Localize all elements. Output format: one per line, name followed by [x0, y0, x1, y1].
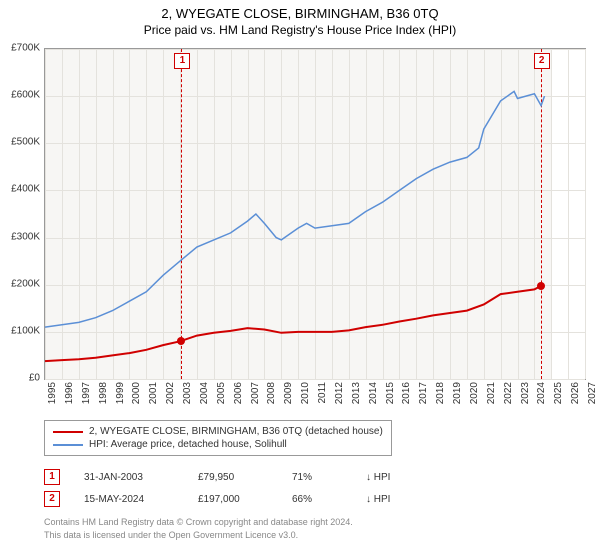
x-tick-label: 2004 — [199, 382, 210, 404]
event-direction: ↓ HPI — [366, 472, 390, 483]
legend-swatch — [53, 444, 83, 446]
x-tick-label: 2002 — [165, 382, 176, 404]
legend-swatch — [53, 431, 83, 433]
event-percent: 71% — [292, 472, 342, 483]
x-tick-label: 2021 — [486, 382, 497, 404]
y-tick-label: £700K — [0, 43, 40, 54]
event-direction: ↓ HPI — [366, 494, 390, 505]
legend-label: HPI: Average price, detached house, Soli… — [89, 439, 287, 450]
x-tick-label: 2003 — [182, 382, 193, 404]
x-tick-label: 1996 — [64, 382, 75, 404]
x-tick-label: 2019 — [452, 382, 463, 404]
y-tick-label: £600K — [0, 90, 40, 101]
gridline-horizontal — [45, 379, 585, 380]
event-dot — [177, 337, 185, 345]
x-tick-label: 2024 — [536, 382, 547, 404]
x-tick-label: 1995 — [47, 382, 58, 404]
event-row: 2 15-MAY-2024 £197,000 66% ↓ HPI — [44, 488, 390, 510]
x-tick-label: 2009 — [283, 382, 294, 404]
x-tick-label: 2013 — [351, 382, 362, 404]
event-price: £197,000 — [198, 494, 268, 505]
x-tick-label: 2006 — [233, 382, 244, 404]
x-tick-label: 2023 — [520, 382, 531, 404]
event-marker-box: 1 — [174, 53, 190, 69]
x-tick-label: 2020 — [469, 382, 480, 404]
event-price: £79,950 — [198, 472, 268, 483]
x-tick-label: 2008 — [266, 382, 277, 404]
chart-title: 2, WYEGATE CLOSE, BIRMINGHAM, B36 0TQ — [0, 0, 600, 21]
series-line-property — [45, 286, 541, 361]
footer-attribution: Contains HM Land Registry data © Crown c… — [44, 516, 353, 541]
y-tick-label: £200K — [0, 278, 40, 289]
x-tick-label: 2016 — [401, 382, 412, 404]
y-tick-label: £300K — [0, 231, 40, 242]
y-tick-label: £0 — [0, 373, 40, 384]
footer-line-2: This data is licensed under the Open Gov… — [44, 529, 353, 542]
y-tick-label: £100K — [0, 325, 40, 336]
event-date: 15-MAY-2024 — [84, 494, 174, 505]
x-tick-label: 2007 — [250, 382, 261, 404]
x-tick-label: 2026 — [570, 382, 581, 404]
x-tick-label: 2027 — [587, 382, 598, 404]
event-dot — [537, 282, 545, 290]
event-marker-box: 1 — [44, 469, 60, 485]
y-tick-label: £400K — [0, 184, 40, 195]
footer-line-1: Contains HM Land Registry data © Crown c… — [44, 516, 353, 529]
legend: 2, WYEGATE CLOSE, BIRMINGHAM, B36 0TQ (d… — [44, 420, 392, 456]
gridline-vertical — [585, 49, 586, 379]
x-tick-label: 2005 — [216, 382, 227, 404]
line-series-svg — [45, 49, 585, 379]
y-tick-label: £500K — [0, 137, 40, 148]
legend-item: 2, WYEGATE CLOSE, BIRMINGHAM, B36 0TQ (d… — [53, 425, 383, 438]
x-tick-label: 2012 — [334, 382, 345, 404]
event-marker-box: 2 — [534, 53, 550, 69]
event-percent: 66% — [292, 494, 342, 505]
x-tick-label: 1997 — [81, 382, 92, 404]
series-line-hpi — [45, 91, 545, 327]
x-tick-label: 2025 — [553, 382, 564, 404]
event-row: 1 31-JAN-2003 £79,950 71% ↓ HPI — [44, 466, 390, 488]
x-tick-label: 1999 — [115, 382, 126, 404]
x-tick-label: 2000 — [131, 382, 142, 404]
x-tick-label: 2015 — [385, 382, 396, 404]
chart-plot-area: 12 — [44, 48, 586, 380]
event-date: 31-JAN-2003 — [84, 472, 174, 483]
legend-item: HPI: Average price, detached house, Soli… — [53, 438, 383, 451]
legend-label: 2, WYEGATE CLOSE, BIRMINGHAM, B36 0TQ (d… — [89, 426, 383, 437]
x-tick-label: 2017 — [418, 382, 429, 404]
x-tick-label: 2011 — [317, 382, 328, 404]
x-tick-label: 2014 — [368, 382, 379, 404]
events-table: 1 31-JAN-2003 £79,950 71% ↓ HPI 2 15-MAY-2024 £… — [44, 466, 390, 510]
x-tick-label: 2018 — [435, 382, 446, 404]
event-marker-box: 2 — [44, 491, 60, 507]
x-tick-label: 1998 — [98, 382, 109, 404]
x-tick-label: 2022 — [503, 382, 514, 404]
x-tick-label: 2010 — [300, 382, 311, 404]
chart-subtitle: Price paid vs. HM Land Registry's House … — [0, 21, 600, 41]
x-tick-label: 2001 — [148, 382, 159, 404]
